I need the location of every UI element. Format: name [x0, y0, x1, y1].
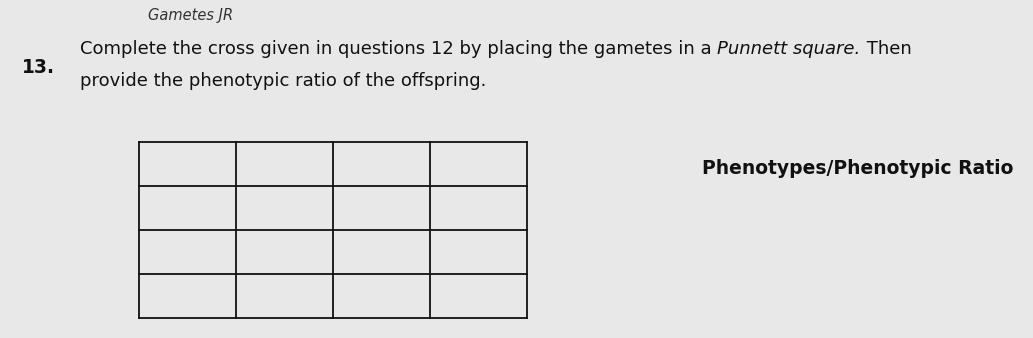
Text: Gametes JR: Gametes JR: [148, 8, 233, 23]
Text: Then: Then: [860, 40, 911, 58]
Text: Punnett square.: Punnett square.: [717, 40, 860, 58]
Text: Complete the cross given in questions 12 by placing the gametes in a: Complete the cross given in questions 12…: [80, 40, 717, 58]
Text: provide the phenotypic ratio of the offspring.: provide the phenotypic ratio of the offs…: [80, 72, 487, 90]
Text: Phenotypes/Phenotypic Ratio: Phenotypes/Phenotypic Ratio: [701, 159, 1013, 178]
Text: 13.: 13.: [22, 58, 55, 77]
